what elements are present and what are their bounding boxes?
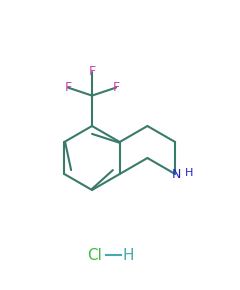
- Text: Cl: Cl: [88, 247, 102, 262]
- Text: H: H: [185, 168, 193, 178]
- Text: H: H: [122, 247, 134, 262]
- Text: N: N: [171, 168, 181, 180]
- Text: F: F: [64, 81, 72, 94]
- Text: F: F: [112, 81, 120, 94]
- Text: F: F: [88, 65, 96, 78]
